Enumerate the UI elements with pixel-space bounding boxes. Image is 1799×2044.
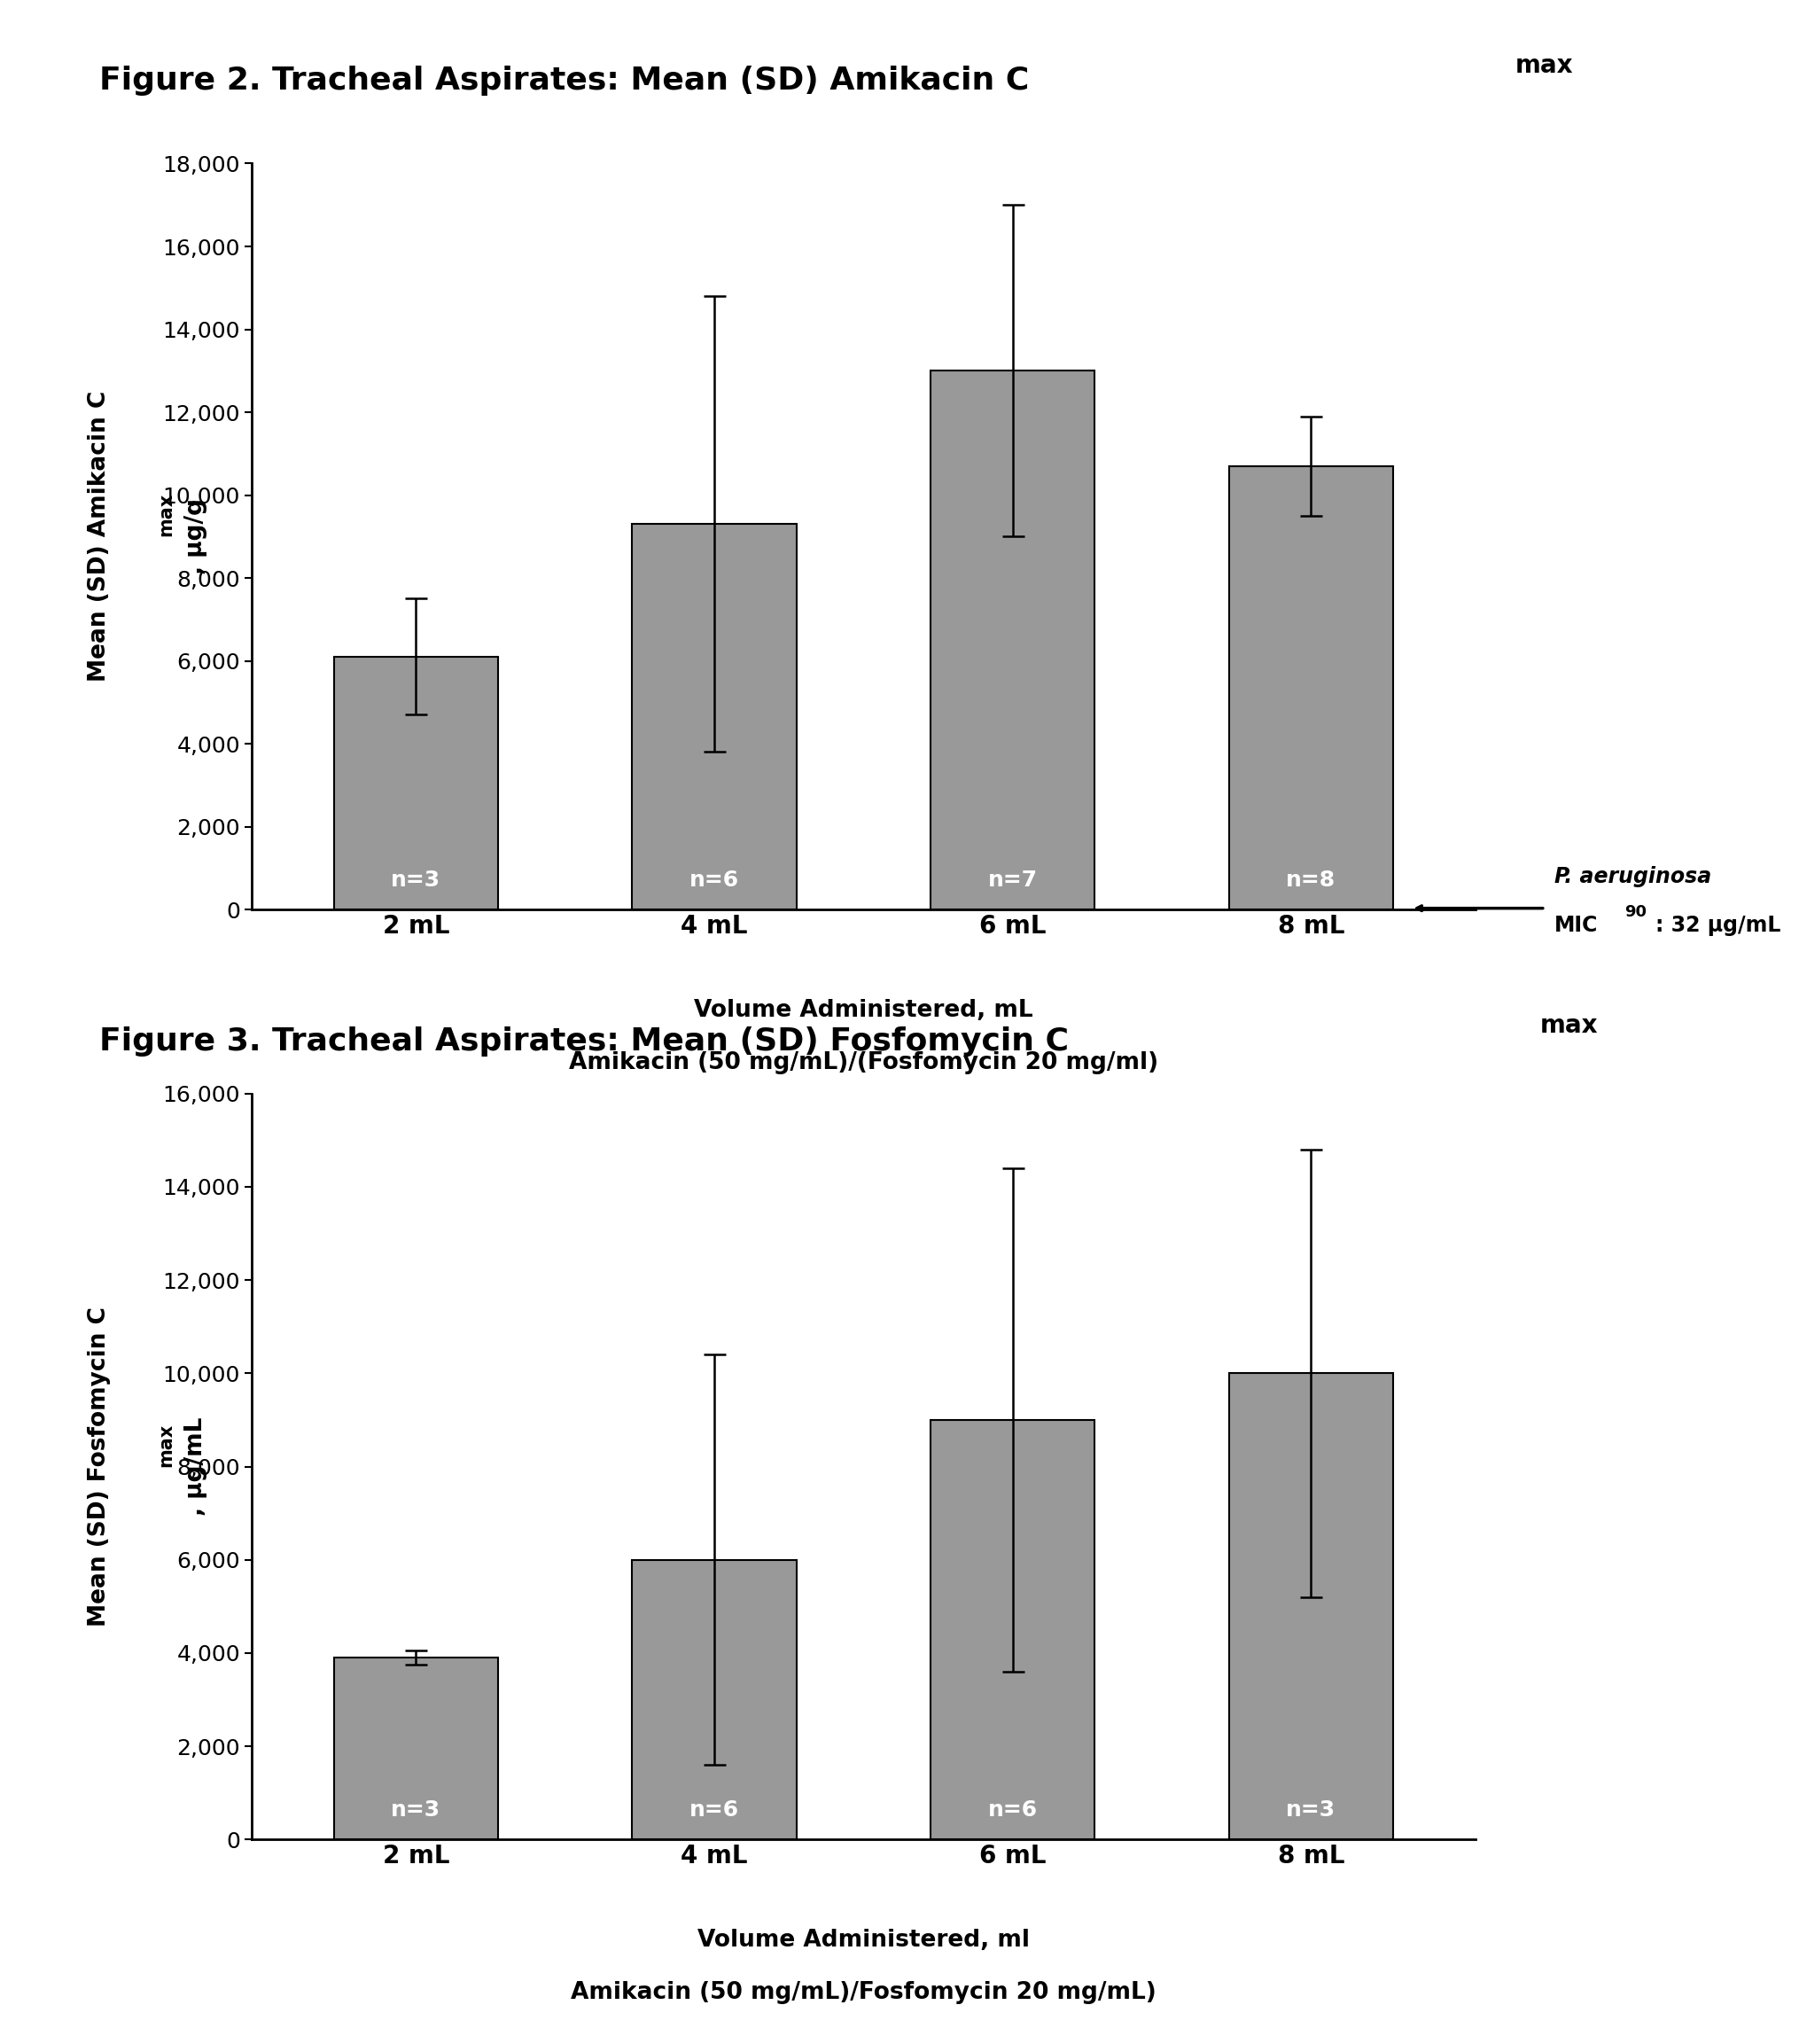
Text: , μg/g: , μg/g [185, 499, 207, 574]
Bar [930, 370, 1096, 910]
Text: : 32 μg/mL: : 32 μg/mL [1655, 914, 1781, 936]
Text: n=6: n=6 [988, 1799, 1038, 1821]
Text: max: max [157, 1423, 175, 1468]
Text: Volume Administered, ml: Volume Administered, ml [698, 1930, 1029, 1952]
Text: n=6: n=6 [689, 869, 739, 891]
Bar [335, 656, 498, 910]
Text: n=3: n=3 [390, 869, 441, 891]
Text: , μg/mL: , μg/mL [185, 1416, 207, 1517]
Text: Amikacin (50 mg/mL)/(Fosfomycin 20 mg/ml): Amikacin (50 mg/mL)/(Fosfomycin 20 mg/ml… [568, 1051, 1159, 1075]
Text: 90: 90 [1624, 903, 1646, 920]
Bar [631, 523, 797, 910]
Bar [631, 1560, 797, 1840]
Text: n=3: n=3 [1286, 1799, 1337, 1821]
Bar [1229, 1374, 1392, 1840]
Text: n=7: n=7 [988, 869, 1038, 891]
Text: MIC: MIC [1554, 914, 1598, 936]
Text: max: max [1540, 1014, 1598, 1038]
Bar [335, 1658, 498, 1840]
Text: Volume Administered, mL: Volume Administered, mL [694, 1000, 1033, 1022]
Text: Mean (SD) Fosfomycin C: Mean (SD) Fosfomycin C [88, 1306, 112, 1627]
Text: Mean (SD) Amikacin C: Mean (SD) Amikacin C [88, 390, 112, 683]
Text: P. aeruginosa: P. aeruginosa [1554, 867, 1711, 887]
Text: n=6: n=6 [689, 1799, 739, 1821]
Text: Amikacin (50 mg/mL)/Fosfomycin 20 mg/mL): Amikacin (50 mg/mL)/Fosfomycin 20 mg/mL) [570, 1981, 1157, 2005]
Bar [930, 1421, 1096, 1840]
Text: max: max [1515, 53, 1572, 78]
Text: n=8: n=8 [1286, 869, 1337, 891]
Bar [1229, 466, 1392, 910]
Text: Figure 3. Tracheal Aspirates: Mean (SD) Fosfomycin C: Figure 3. Tracheal Aspirates: Mean (SD) … [99, 1026, 1069, 1057]
Text: Figure 2. Tracheal Aspirates: Mean (SD) Amikacin C: Figure 2. Tracheal Aspirates: Mean (SD) … [99, 65, 1029, 96]
Text: n=3: n=3 [390, 1799, 441, 1821]
Text: max: max [157, 493, 175, 536]
